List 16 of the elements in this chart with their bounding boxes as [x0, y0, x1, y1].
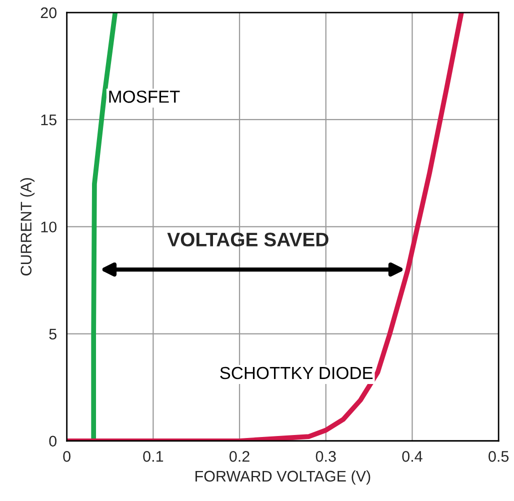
x-tick-label: 0.2 — [230, 451, 250, 462]
series-label: SCHOTTKY DIODE — [220, 366, 373, 380]
x-tick-label: 0.1 — [143, 451, 164, 462]
annotation: VOLTAGE SAVED — [167, 232, 328, 246]
x-tick-label: 0.3 — [316, 451, 336, 462]
y-tick-label: 0 — [49, 436, 56, 447]
y-tick-label: 5 — [49, 328, 56, 340]
series-label: MOSFET — [109, 90, 180, 103]
y-tick-label: 15 — [41, 114, 56, 126]
x-tick-label: 0.4 — [402, 451, 422, 462]
x-axis-title: FORWARD VOLTAGE (V) — [196, 470, 370, 485]
x-tick-label: 0.5 — [488, 451, 509, 462]
y-tick-label: 20 — [40, 7, 56, 18]
y-axis-title: CURRENT (A) — [20, 178, 35, 276]
y-tick-label: 10 — [41, 222, 56, 232]
x-tick-label: 0 — [63, 451, 70, 462]
